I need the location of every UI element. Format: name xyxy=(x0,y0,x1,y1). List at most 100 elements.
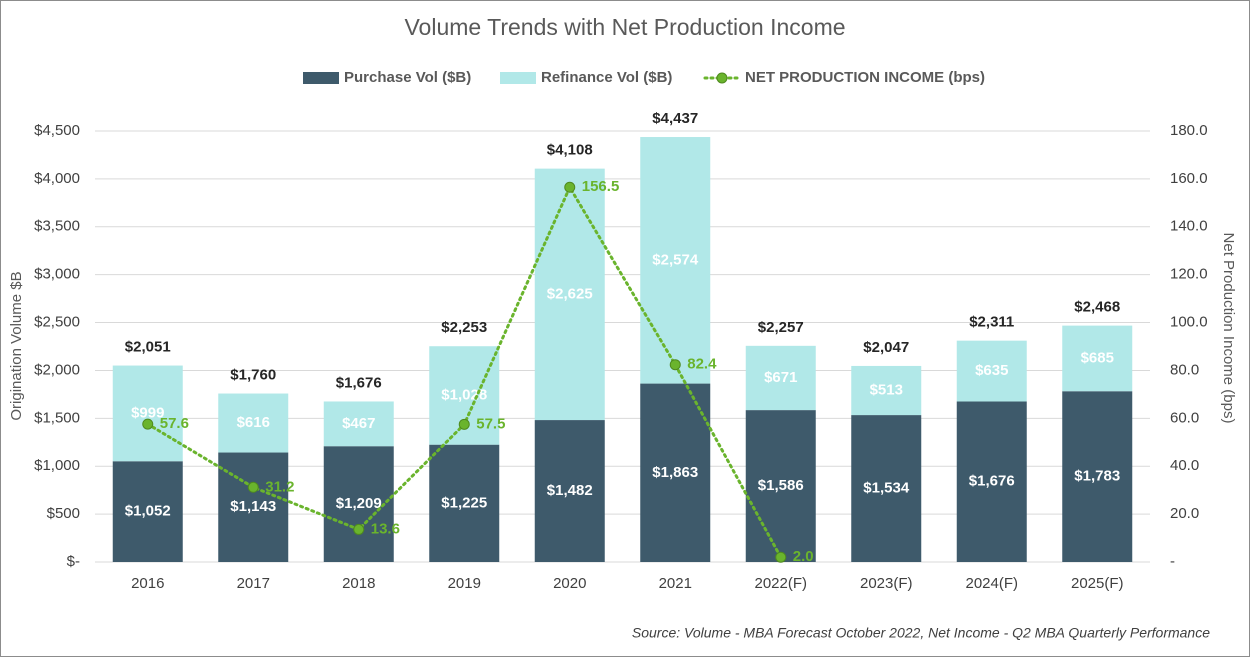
bar-segment xyxy=(534,420,605,562)
line-value-label: 57.5 xyxy=(476,415,505,432)
x-tick-label: 2016 xyxy=(131,575,164,592)
line-value-label: 82.4 xyxy=(687,356,717,373)
bar-value-label: $1,534 xyxy=(863,480,910,497)
line-marker xyxy=(247,481,259,493)
y-tick-label: $4,000 xyxy=(34,170,80,187)
legend-swatch xyxy=(303,72,339,84)
bar-value-label: $1,225 xyxy=(441,494,487,511)
bar-value-label: $616 xyxy=(237,414,270,431)
x-tick-label: 2025(F) xyxy=(1071,575,1124,592)
y2-tick-label: 60.0 xyxy=(1170,409,1199,426)
y2-tick-label: 180.0 xyxy=(1170,122,1208,139)
legend-label: Purchase Vol ($B) xyxy=(344,69,471,86)
bar-value-label: $635 xyxy=(975,362,1008,379)
x-tick-label: 2022(F) xyxy=(754,575,807,592)
bar-value-label: $685 xyxy=(1081,349,1114,366)
bar-value-label: $1,482 xyxy=(547,482,593,499)
y-tick-label: $2,000 xyxy=(34,361,80,378)
bar-value-label: $1,783 xyxy=(1074,468,1120,485)
legend-swatch xyxy=(500,72,536,84)
bar-segment xyxy=(956,401,1027,562)
legend-label: NET PRODUCTION INCOME (bps) xyxy=(745,69,985,86)
bar-segment xyxy=(1062,325,1133,392)
bar-segment xyxy=(640,383,711,562)
x-tick-label: 2017 xyxy=(237,575,270,592)
y2-tick-label: - xyxy=(1170,553,1175,570)
line-marker xyxy=(775,551,787,563)
legend-label: Refinance Vol ($B) xyxy=(541,69,672,86)
bar-value-label: $1,052 xyxy=(125,503,171,520)
bar-segment xyxy=(534,168,605,421)
x-tick-label: 2020 xyxy=(553,575,586,592)
y2-axis-title: Net Production Income (bps) xyxy=(1220,233,1237,424)
y-tick-label: $1,500 xyxy=(34,409,80,426)
y2-tick-label: 40.0 xyxy=(1170,457,1199,474)
bar-segment xyxy=(112,461,183,562)
bar-value-label: $1,028 xyxy=(441,386,487,403)
bar-segment xyxy=(851,365,922,416)
line-marker xyxy=(142,418,154,430)
x-tick-label: 2021 xyxy=(659,575,692,592)
bar-value-label: $1,863 xyxy=(652,464,698,481)
bar-value-label: $2,574 xyxy=(652,251,699,268)
y2-tick-label: 160.0 xyxy=(1170,170,1208,187)
total-label: $2,253 xyxy=(441,319,487,336)
y-tick-label: $1,000 xyxy=(34,457,80,474)
y-tick-label: $2,500 xyxy=(34,314,80,331)
line-marker xyxy=(564,181,576,193)
bar-segment xyxy=(745,410,816,562)
total-label: $1,760 xyxy=(230,366,276,383)
bar-segment xyxy=(851,415,922,562)
bar-segment xyxy=(956,340,1027,402)
x-tick-label: 2019 xyxy=(448,575,481,592)
y-tick-label: $3,000 xyxy=(34,266,80,283)
line-value-label: 57.6 xyxy=(160,415,189,432)
line-value-label: 13.6 xyxy=(371,520,400,537)
bar-value-label: $999 xyxy=(131,404,164,421)
bar-value-label: $2,625 xyxy=(547,285,593,302)
bar-value-label: $467 xyxy=(342,415,375,432)
x-tick-label: 2018 xyxy=(342,575,375,592)
y2-tick-label: 120.0 xyxy=(1170,266,1208,283)
legend-swatch xyxy=(716,72,728,84)
bar-segment xyxy=(1062,391,1133,562)
line-marker xyxy=(458,418,470,430)
y-axis-title: Origination Volume $B xyxy=(8,271,25,420)
bar-segment xyxy=(218,393,289,453)
bar-value-label: $513 xyxy=(870,381,903,398)
bar-value-label: $671 xyxy=(764,369,797,386)
bar-value-label: $1,143 xyxy=(230,498,276,515)
bar-segment xyxy=(218,452,289,562)
y2-tick-label: 80.0 xyxy=(1170,361,1199,378)
source-note: Source: Volume - MBA Forecast October 20… xyxy=(632,625,1210,641)
bar-segment xyxy=(323,401,394,447)
total-label: $4,108 xyxy=(547,142,593,159)
bar-segment xyxy=(745,345,816,411)
bar-value-label: $1,209 xyxy=(336,495,382,512)
y-tick-label: $3,500 xyxy=(34,218,80,235)
line-marker xyxy=(353,523,365,535)
y2-tick-label: 100.0 xyxy=(1170,314,1208,331)
line-value-label: 2.0 xyxy=(793,548,814,565)
total-label: $2,051 xyxy=(125,339,171,356)
x-tick-label: 2024(F) xyxy=(965,575,1018,592)
y2-tick-label: 20.0 xyxy=(1170,505,1199,522)
line-value-label: 31.2 xyxy=(265,478,294,495)
y2-tick-label: 140.0 xyxy=(1170,218,1208,235)
line-value-label: 156.5 xyxy=(582,178,620,195)
y-tick-label: $- xyxy=(67,553,80,570)
total-label: $2,047 xyxy=(863,339,909,356)
bar-value-label: $1,586 xyxy=(758,477,804,494)
bar-segment xyxy=(112,365,183,462)
total-label: $1,676 xyxy=(336,374,382,391)
total-label: $4,437 xyxy=(652,110,698,127)
line-marker xyxy=(669,359,681,371)
total-label: $2,257 xyxy=(758,319,804,336)
bar-value-label: $1,676 xyxy=(969,473,1015,490)
x-tick-label: 2023(F) xyxy=(860,575,913,592)
bar-segment xyxy=(640,137,711,384)
total-label: $2,468 xyxy=(1074,299,1120,316)
chart-title: Volume Trends with Net Production Income xyxy=(404,14,845,40)
